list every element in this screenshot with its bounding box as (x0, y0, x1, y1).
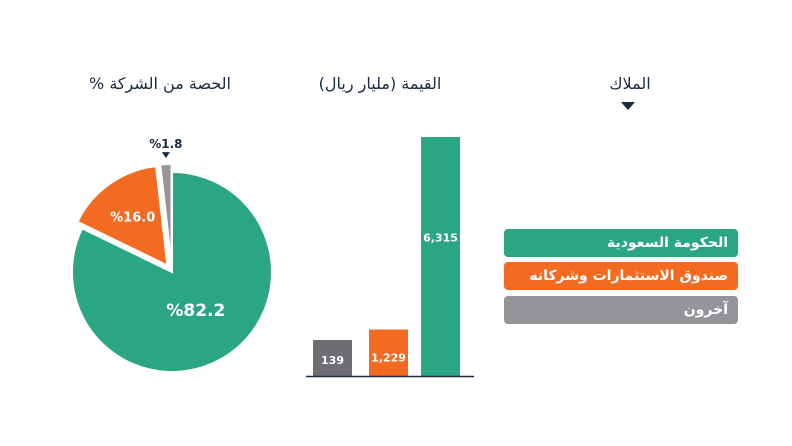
pie-label-pif: %16.0 (110, 210, 155, 225)
owners-header: الملاك (609, 74, 651, 93)
pie-label-others: %1.8 (149, 137, 182, 151)
legend-item-government: الحكومة السعودية (504, 229, 738, 257)
legend-item-pif: صندوق الاستثمارات وشركاته (504, 262, 738, 290)
legend-label-pif: صندوق الاستثمارات وشركاته (529, 268, 728, 284)
bar-others (313, 340, 352, 376)
pie-chart-title: الحصة من الشركة % (89, 74, 231, 93)
pie-slice-government (71, 170, 273, 373)
legend-label-government: الحكومة السعودية (606, 235, 728, 251)
bar-pif (369, 329, 408, 376)
legend-label-others: آخرون (683, 302, 728, 318)
pie-label-government: %82.2 (166, 301, 225, 321)
pie-slice-pif (76, 165, 169, 268)
bar-label-others: 139 (321, 354, 344, 367)
legend-item-others: آخرون (504, 296, 738, 324)
caret-down-icon (621, 102, 635, 110)
pointer-icon (161, 152, 170, 159)
pie-slice-others (159, 163, 173, 265)
bar-label-government: 6,315 (423, 232, 458, 245)
bar-chart-title: القيمة (مليار ريال) (318, 74, 442, 93)
bar-label-pif: 1,229 (371, 352, 406, 365)
bar-government (421, 137, 460, 376)
